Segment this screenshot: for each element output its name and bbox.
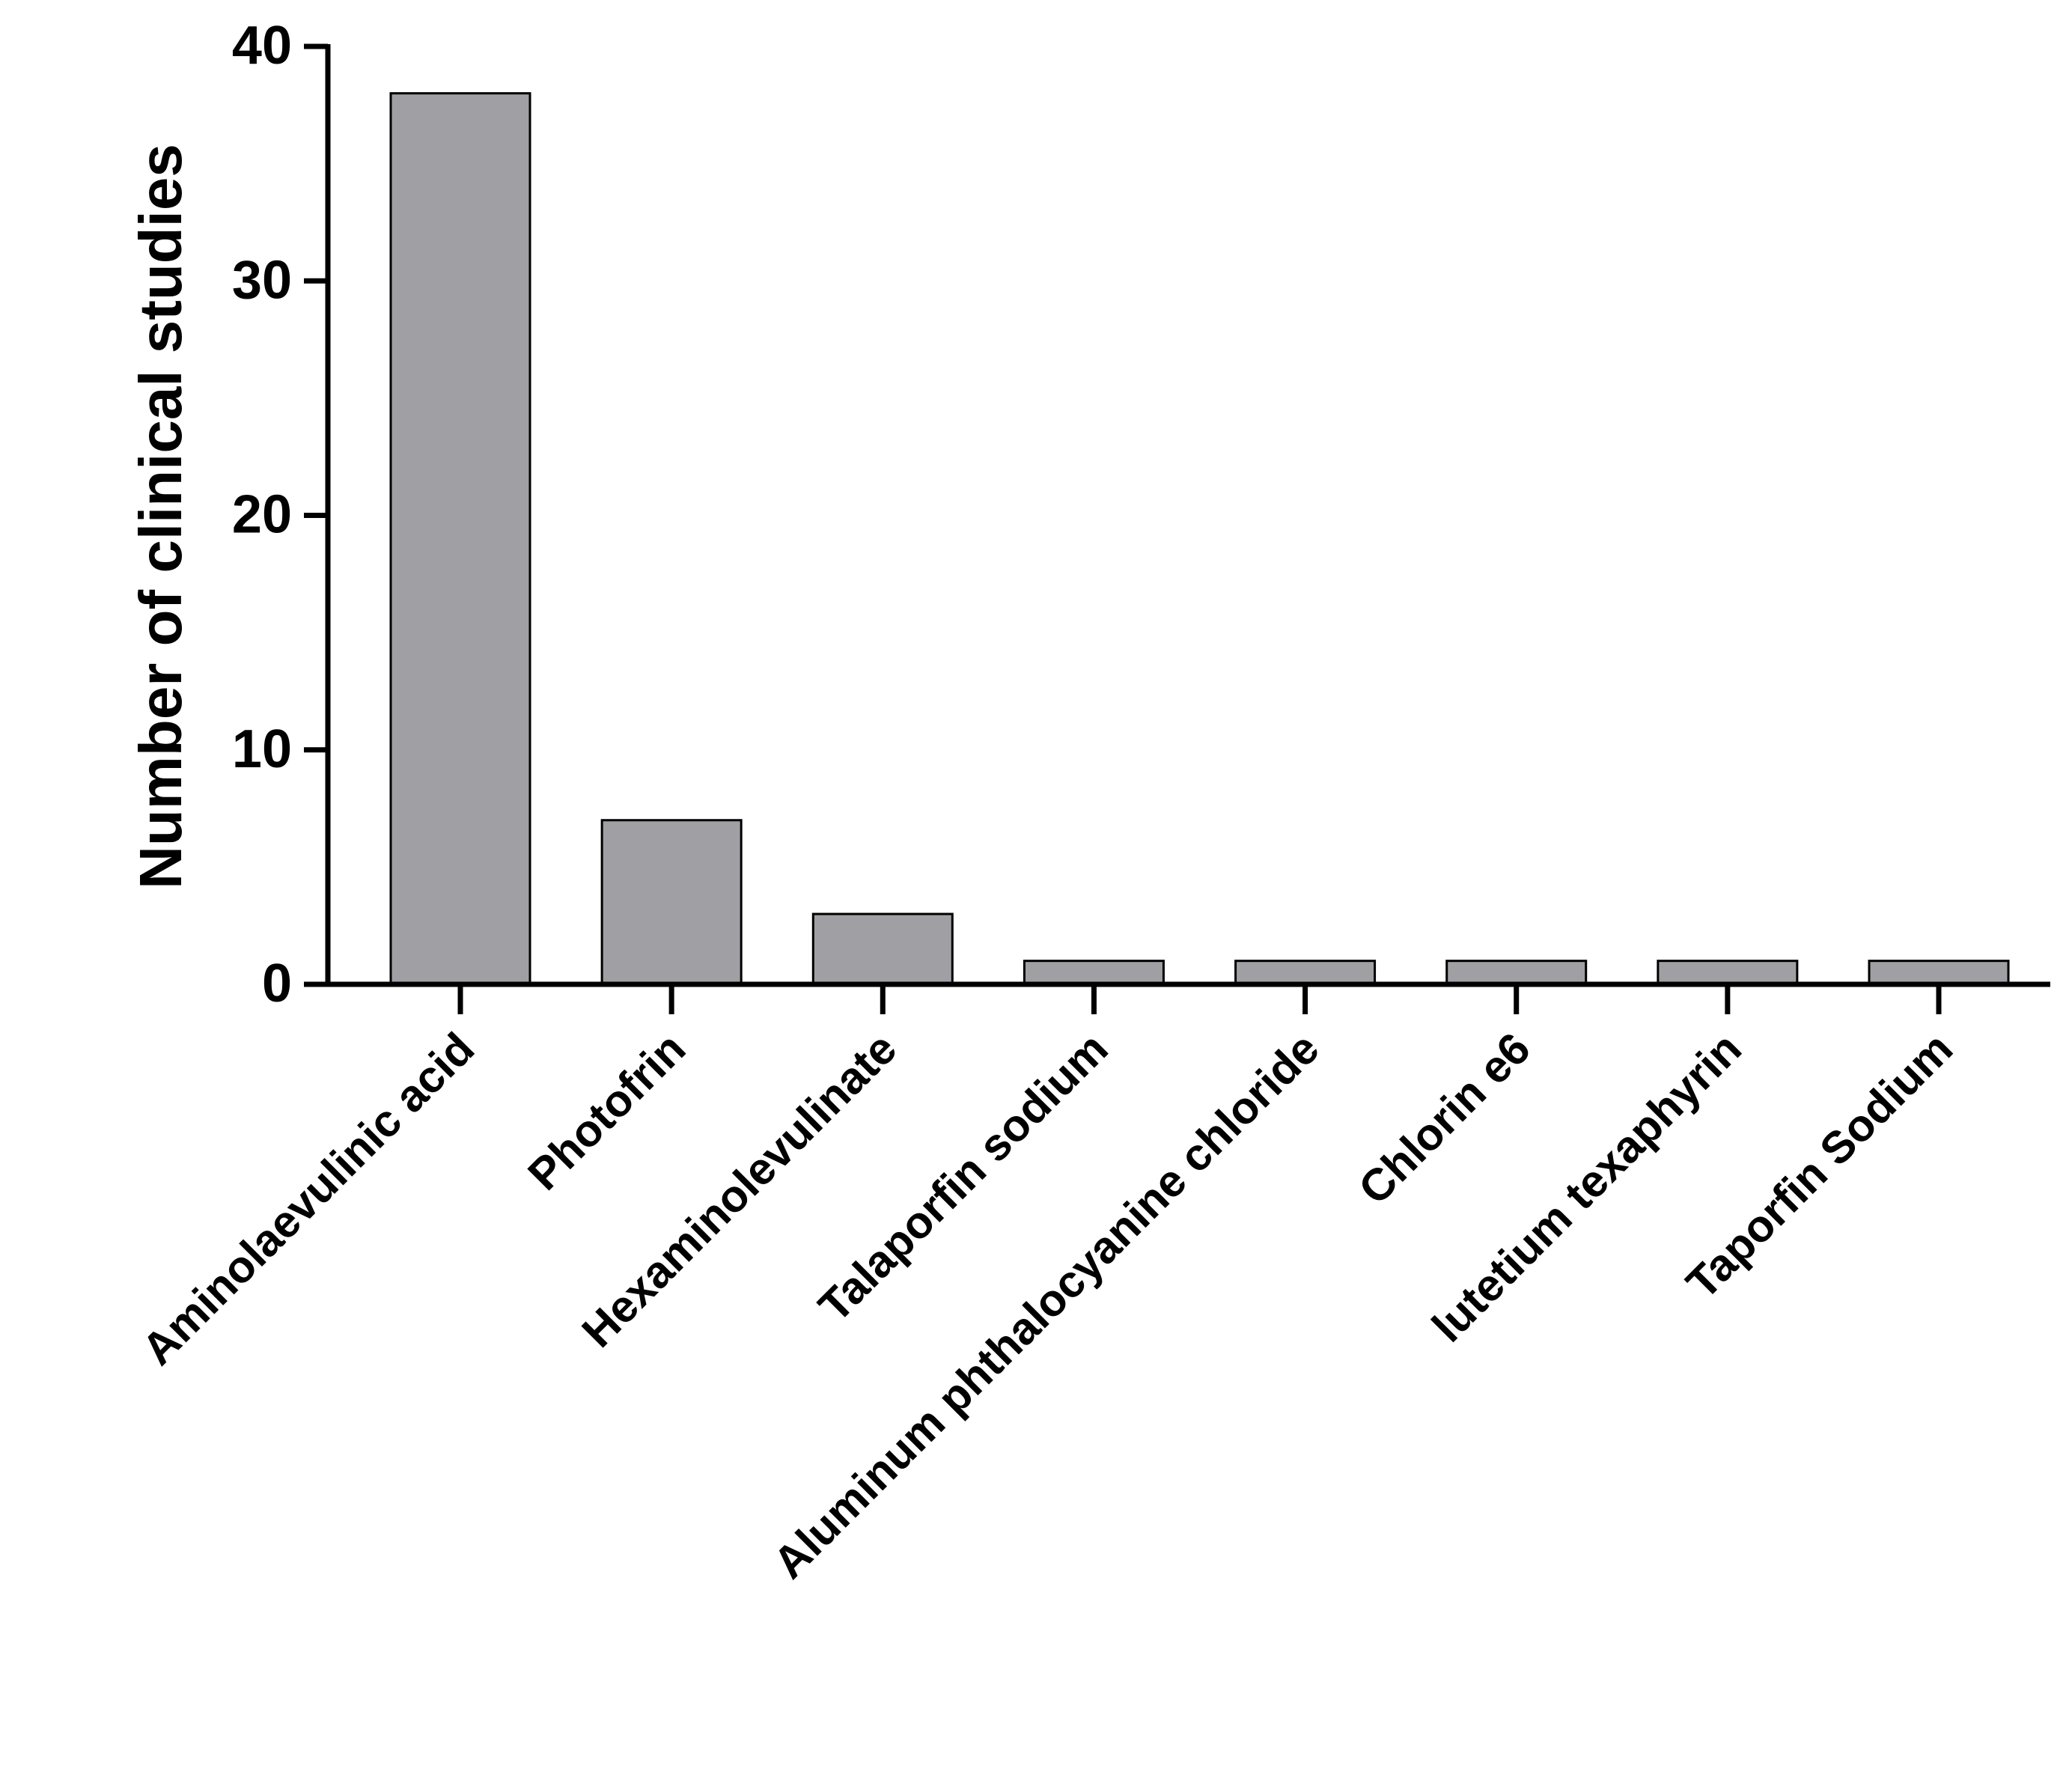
x-tick-label: Photofrin: [518, 1023, 695, 1200]
x-tick-label: Aminolaevulinic acid: [132, 1023, 484, 1374]
bar: [1868, 960, 2010, 986]
bar: [1657, 960, 1799, 986]
x-tick-label: Chlorin e6: [1349, 1023, 1540, 1214]
y-axis-label: Number of clinical studies: [127, 144, 194, 889]
y-tick-label: 10: [232, 719, 292, 779]
bar: [1023, 960, 1165, 986]
y-tick-label: 30: [232, 250, 292, 310]
bar: [1445, 960, 1588, 986]
y-tick-label: 0: [262, 954, 292, 1014]
bar: [389, 92, 531, 986]
bar: [600, 819, 743, 986]
bar: [1234, 960, 1377, 986]
bar: [811, 912, 954, 986]
y-tick-label: 40: [232, 16, 292, 76]
y-tick-label: 20: [232, 485, 292, 545]
